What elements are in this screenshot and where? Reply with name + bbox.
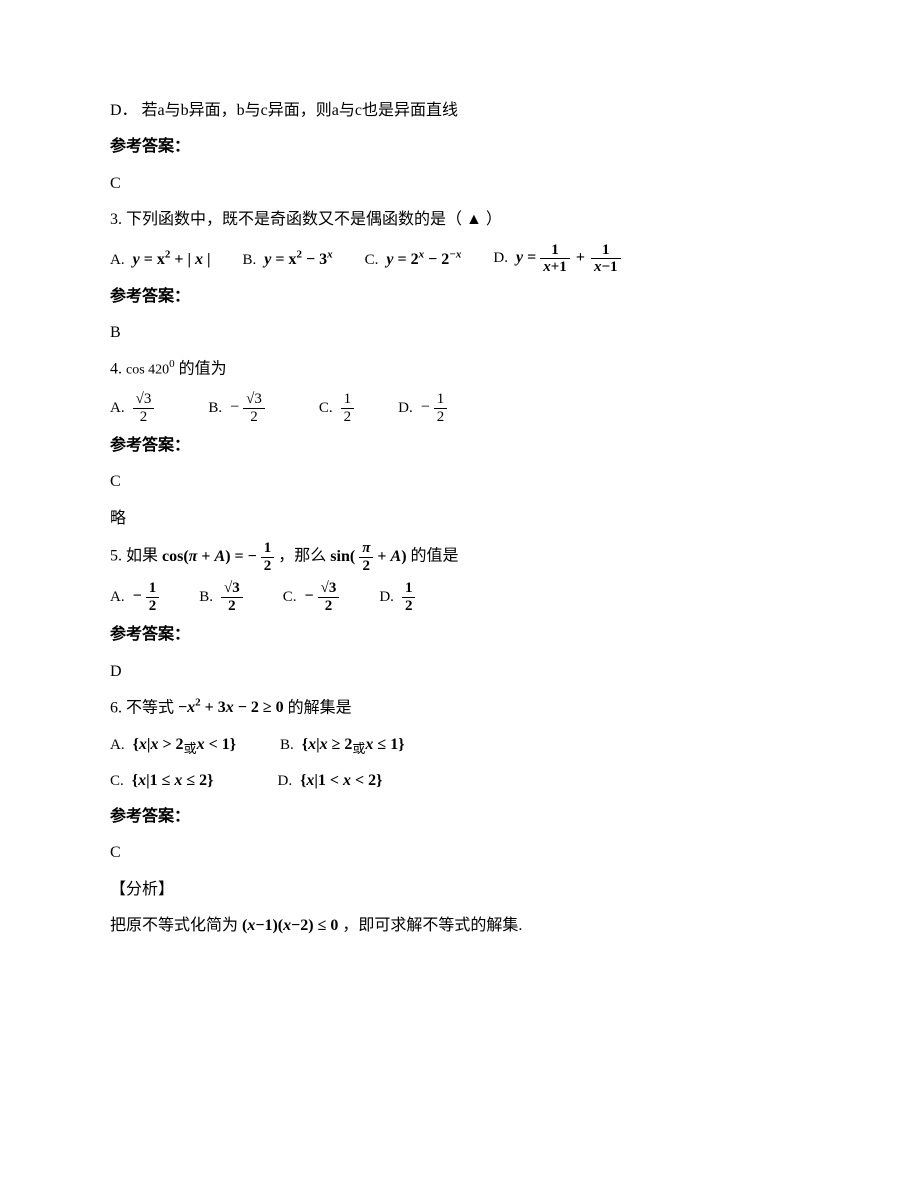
q6-option-d: D. {x|1 < x < 2} xyxy=(277,766,382,796)
answer-label-3: 参考答案： xyxy=(110,282,820,312)
q3-options: A. y = x2 + | x | B. y = x2 − 3x C. y = … xyxy=(110,242,820,276)
q6-stem: 6. 不等式 −x2 + 3x − 2 ≥ 0 的解集是 xyxy=(110,693,820,724)
q5-option-d: D. 12 xyxy=(379,580,415,614)
q4-option-a: A. √32 xyxy=(110,391,154,425)
answer-label-5: 参考答案： xyxy=(110,620,820,650)
q5-options: A. − 12 B. √32 C. − √32 D. 12 xyxy=(110,580,820,614)
q4-option-c: C. 12 xyxy=(319,391,354,425)
answer-3: B xyxy=(110,318,820,348)
answer-label-6: 参考答案： xyxy=(110,802,820,832)
q4-option-d: D. − 12 xyxy=(398,391,447,425)
analysis-label: 【分析】 xyxy=(110,875,820,905)
q5-stem: 5. 如果 cos(π + A) = − 12 ，那么 sin( π2 + A)… xyxy=(110,540,820,574)
q4-option-b: B. − √32 xyxy=(208,391,265,425)
q5-option-a: A. − 12 xyxy=(110,580,159,614)
q6-option-c: C. {x|1 ≤ x ≤ 2} xyxy=(110,766,213,796)
answer-label-4: 参考答案： xyxy=(110,431,820,461)
q6-options-row2: C. {x|1 ≤ x ≤ 2} D. {x|1 < x < 2} xyxy=(110,766,820,796)
skip-4: 略 xyxy=(110,504,820,534)
analysis-body: 把原不等式化简为 (x−1)(x−2) ≤ 0 ，即可求解不等式的解集. xyxy=(110,911,820,941)
q3-option-c: C. y = 2x − 2−x xyxy=(365,245,462,276)
q3-option-d: D. y = 1x+1 + 1x−1 xyxy=(493,242,620,276)
q5-option-b: B. √32 xyxy=(199,580,243,614)
q2-option-d: D． 若a与b异面，b与c异面，则a与c也是异面直线 xyxy=(110,96,820,126)
q3-option-b: B. y = x2 − 3x xyxy=(243,245,333,276)
q6-option-a: A. {x|x > 2或x < 1} xyxy=(110,730,236,762)
answer-label-2: 参考答案： xyxy=(110,132,820,162)
answer-4: C xyxy=(110,467,820,497)
q3-stem: 3. 下列函数中，既不是奇函数又不是偶函数的是（ ▲ ） xyxy=(110,205,820,235)
answer-2: C xyxy=(110,169,820,199)
q3-option-a: A. y = x2 + | x | xyxy=(110,245,211,276)
answer-5: D xyxy=(110,657,820,687)
q4-stem: 4. cos 4200 的值为 xyxy=(110,354,820,385)
q4-options: A. √32 B. − √32 C. 12 D. − 12 xyxy=(110,391,820,425)
q6-options-row1: A. {x|x > 2或x < 1} B. {x|x ≥ 2或x ≤ 1} xyxy=(110,730,820,762)
answer-6: C xyxy=(110,838,820,868)
q6-option-b: B. {x|x ≥ 2或x ≤ 1} xyxy=(280,730,405,762)
q5-option-c: C. − √32 xyxy=(283,580,340,614)
